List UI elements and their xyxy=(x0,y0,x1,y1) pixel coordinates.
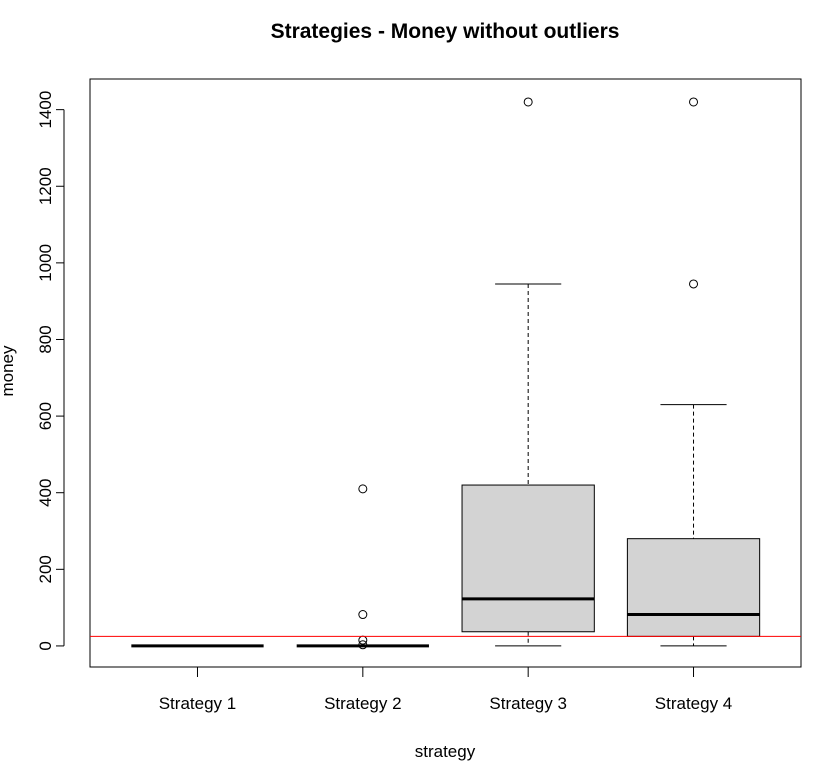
box-3 xyxy=(461,97,595,647)
box-4 xyxy=(626,97,761,647)
outlier-point xyxy=(358,484,368,494)
y-tick-label: 800 xyxy=(36,325,55,353)
x-axis-label: strategy xyxy=(415,742,476,761)
chart-title: Strategies - Money without outliers xyxy=(271,20,620,43)
y-tick-label: 400 xyxy=(36,479,55,507)
y-tick-label: 0 xyxy=(36,641,55,650)
x-axis: Strategy 1 Strategy 2 Strategy 3 Strategy 4 xyxy=(159,666,733,713)
outlier-point xyxy=(358,610,368,620)
y-tick-label: 1200 xyxy=(36,167,55,205)
box-series xyxy=(131,97,761,650)
outlier-point xyxy=(358,640,368,650)
box-iqr xyxy=(626,538,761,637)
y-tick-label: 1000 xyxy=(36,244,55,282)
y-tick-label: 600 xyxy=(36,402,55,430)
y-axis-label: money xyxy=(0,345,17,397)
y-tick-label: 1400 xyxy=(36,91,55,129)
box-2 xyxy=(296,484,429,650)
y-tick-label: 200 xyxy=(36,555,55,583)
y-axis: 0 200 400 600 800 1000 1200 1400 xyxy=(36,91,65,651)
outlier-point xyxy=(523,97,533,107)
x-tick-label: Strategy 3 xyxy=(489,694,567,713)
outlier-point xyxy=(358,635,368,645)
x-tick-label: Strategy 1 xyxy=(159,694,237,713)
box-iqr xyxy=(461,484,595,633)
outlier-point xyxy=(689,279,699,289)
x-tick-label: Strategy 2 xyxy=(324,694,402,713)
x-tick-label: Strategy 4 xyxy=(655,694,733,713)
outlier-point xyxy=(689,97,699,107)
